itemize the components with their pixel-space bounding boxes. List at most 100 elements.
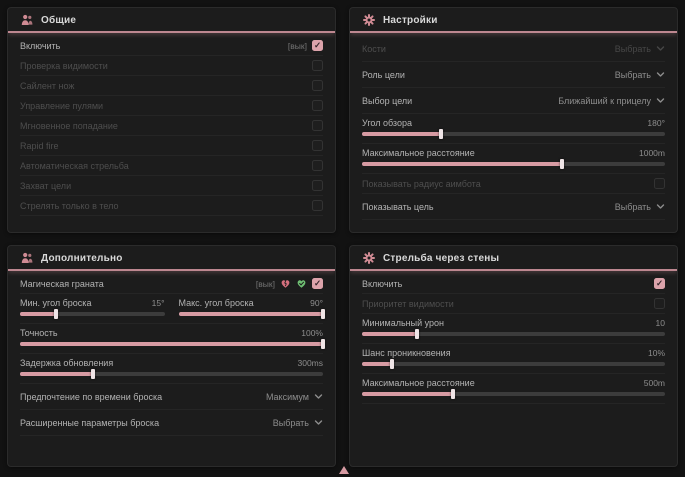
slider-value: 100%: [301, 328, 323, 338]
slider-labels: Шанс проникновения 10%: [362, 348, 665, 358]
slider-thumb[interactable]: [414, 329, 419, 339]
row-label: Показывать цель: [362, 201, 434, 212]
slider-thumb[interactable]: [450, 389, 455, 399]
slider-value: 1000m: [639, 148, 665, 158]
slider-track[interactable]: [362, 159, 665, 169]
chevron-down-icon: [314, 392, 323, 401]
slider-thumb[interactable]: [90, 369, 95, 379]
select-value: Ближайший к прицелу: [558, 95, 651, 106]
row-controls: [654, 278, 665, 289]
keybind-tag[interactable]: [вык]: [255, 278, 275, 289]
panel-settings: Настройки Кости Выбрать Роль цели Выбрать Выб…: [349, 7, 678, 233]
checkbox[interactable]: [312, 120, 323, 131]
slider-thumb[interactable]: [54, 309, 59, 319]
checkbox[interactable]: [312, 160, 323, 171]
slider-value: 180°: [647, 118, 665, 128]
select-value: Выбрать: [614, 43, 651, 54]
panel-header: Стрельба через стены: [350, 246, 677, 271]
row-label: Проверка видимости: [20, 60, 108, 71]
slider-labels: Максимальное расстояние 1000m: [362, 148, 665, 158]
green-heart-icon[interactable]: [296, 278, 307, 289]
checkbox-row: Показывать радиус аимбота: [362, 174, 665, 194]
slider-track[interactable]: [20, 309, 165, 319]
select-row: Кости Выбрать: [362, 36, 665, 62]
checkbox-row: Захват цели: [20, 176, 323, 196]
slider-value: 15°: [151, 298, 165, 308]
slider-track[interactable]: [362, 389, 665, 399]
slider-labels: Задержка обновления 300ms: [20, 358, 323, 368]
checkbox[interactable]: [312, 100, 323, 111]
slider-value: 500m: [643, 378, 665, 388]
row-controls: [312, 80, 323, 91]
checkbox[interactable]: [654, 298, 665, 309]
users-icon: [21, 14, 33, 26]
row-label: Включить: [362, 278, 403, 289]
chevron-down-icon: [314, 418, 323, 427]
checkbox[interactable]: [312, 200, 323, 211]
broken-heart-icon[interactable]: [280, 278, 291, 289]
slider-row: Угол обзора 180°: [362, 114, 665, 144]
slider-label: Точность: [20, 328, 58, 338]
slider-track[interactable]: [178, 309, 325, 319]
panel-title: Дополнительно: [41, 252, 123, 264]
checkbox[interactable]: [312, 180, 323, 191]
slider-track[interactable]: [362, 359, 665, 369]
row-label: Мгновенное попадание: [20, 120, 118, 131]
checkbox[interactable]: [312, 80, 323, 91]
select-control[interactable]: Выбрать: [615, 202, 665, 212]
slider-thumb[interactable]: [321, 339, 325, 349]
slider-fill: [20, 312, 57, 316]
gear-icon: [363, 14, 375, 26]
select-control[interactable]: Выбрать: [615, 44, 665, 54]
select-control[interactable]: Выбрать: [273, 418, 323, 428]
slider-track[interactable]: [20, 339, 325, 349]
checkbox[interactable]: [312, 278, 323, 289]
select-row: Расширенные параметры броска Выбрать: [20, 410, 323, 436]
slider-track[interactable]: [362, 329, 665, 339]
select-value: Выбрать: [614, 69, 651, 80]
checkbox[interactable]: [312, 140, 323, 151]
users-icon: [21, 252, 33, 264]
slider-fill: [362, 392, 453, 396]
row-label: Включить: [20, 40, 61, 51]
slider-thumb[interactable]: [438, 129, 443, 139]
slider-track[interactable]: [362, 129, 665, 139]
panel-wallbang: Стрельба через стены Включить Приоритет ви…: [349, 245, 678, 467]
row-controls: [вык]: [256, 278, 323, 289]
checkbox-row: Проверка видимости: [20, 56, 323, 76]
row-label: Расширенные параметры броска: [20, 417, 160, 428]
row-label: Предпочтение по времени броска: [20, 391, 163, 402]
select-control[interactable]: Ближайший к прицелу: [558, 96, 665, 106]
row-controls: [312, 200, 323, 211]
checkbox-row: Магическая граната [вык]: [20, 274, 323, 294]
row-label: Роль цели: [362, 69, 405, 80]
checkbox-row: Включить [вык]: [20, 36, 323, 56]
checkbox[interactable]: [312, 40, 323, 51]
row-controls: [312, 120, 323, 131]
panel-additional: Дополнительно Магическая граната [вык] Мин.…: [7, 245, 336, 467]
slider-thumb[interactable]: [559, 159, 564, 169]
checkbox-row: Мгновенное попадание: [20, 116, 323, 136]
select-control[interactable]: Максимум: [266, 392, 323, 402]
slider-row: Точность 100%: [20, 324, 325, 354]
checkbox[interactable]: [654, 278, 665, 289]
slider-thumb[interactable]: [390, 359, 395, 369]
panel-body: Кости Выбрать Роль цели Выбрать Выбор цели Бл…: [350, 33, 677, 232]
row-label: Захват цели: [20, 180, 72, 191]
slider-labels: Минимальный урон 10: [362, 318, 665, 328]
select-value: Максимум: [265, 391, 309, 402]
chevron-down-icon: [656, 70, 665, 79]
checkbox[interactable]: [654, 178, 665, 189]
checkbox-row: Автоматическая стрельба: [20, 156, 323, 176]
slider-cell: Мин. угол броска 15°: [20, 294, 165, 323]
row-label: Показывать радиус аимбота: [362, 178, 481, 189]
checkbox-row: Rapid fire: [20, 136, 323, 156]
checkbox[interactable]: [312, 60, 323, 71]
select-control[interactable]: Выбрать: [615, 70, 665, 80]
slider-thumb[interactable]: [321, 309, 325, 319]
slider-label: Максимальное расстояние: [362, 148, 475, 158]
scroll-up-indicator[interactable]: [339, 466, 349, 474]
keybind-tag[interactable]: [вык]: [287, 40, 307, 51]
slider-labels: Мин. угол броска 15°: [20, 298, 165, 308]
slider-track[interactable]: [20, 369, 323, 379]
